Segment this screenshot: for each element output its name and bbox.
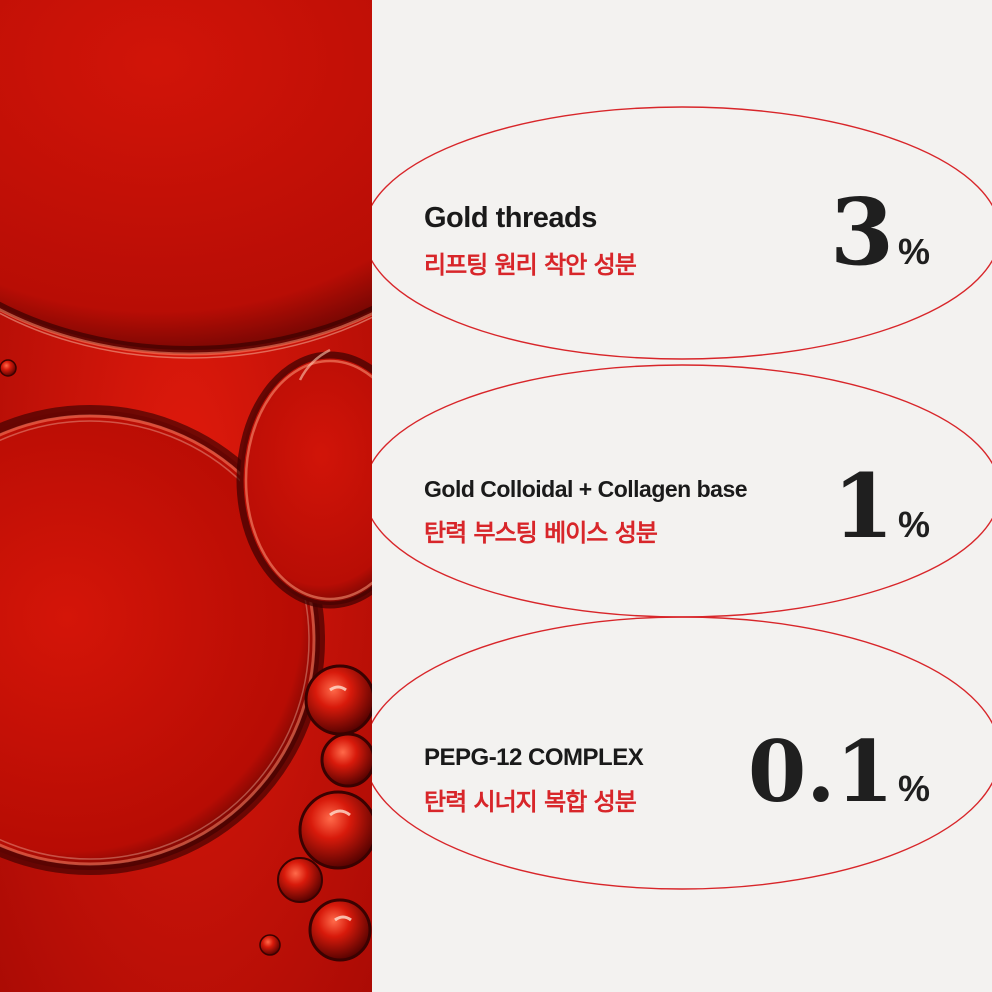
ingredient-title: Gold Colloidal + Collagen base [424, 476, 748, 502]
ellipse-ring-1 [372, 106, 992, 360]
ingredients-panel: Gold threads 리프팅 원리 착안 성분 3 % Gold Collo… [372, 0, 992, 992]
ingredient-item-3: PEPG-12 COMPLEX 탄력 시너지 복합 성분 [424, 744, 644, 817]
ingredient-subtitle: 리프팅 원리 착안 성분 [424, 251, 637, 279]
ingredient-subtitle: 탄력 부스팅 베이스 성분 [424, 519, 658, 547]
ellipse-ring-3 [372, 616, 992, 890]
ingredient-subtitle: 탄력 시너지 복합 성분 [424, 788, 637, 816]
ingredient-title: Gold threads [424, 202, 597, 234]
percentage-unit: % [897, 768, 930, 809]
percentage-value: 1 [832, 454, 894, 558]
percentage-value: 0.1 [747, 722, 894, 821]
red-bubbles-photo [0, 0, 372, 992]
decorative-ellipses [372, 106, 992, 890]
percentage-unit: % [897, 231, 930, 272]
percentage-value: 3 [829, 178, 894, 286]
ingredient-percentage-1: 3 % [830, 186, 930, 278]
ingredient-item-2: Gold Colloidal + Collagen base 탄력 부스팅 베이… [424, 476, 748, 548]
percentage-unit: % [897, 504, 930, 545]
ingredient-percentage-2: 1 % [833, 462, 930, 550]
ingredient-title: PEPG-12 COMPLEX [424, 744, 644, 771]
ingredient-item-1: Gold threads 리프팅 원리 착안 성분 [424, 202, 637, 280]
ingredient-percentage-3: 0.1 % [748, 730, 930, 814]
